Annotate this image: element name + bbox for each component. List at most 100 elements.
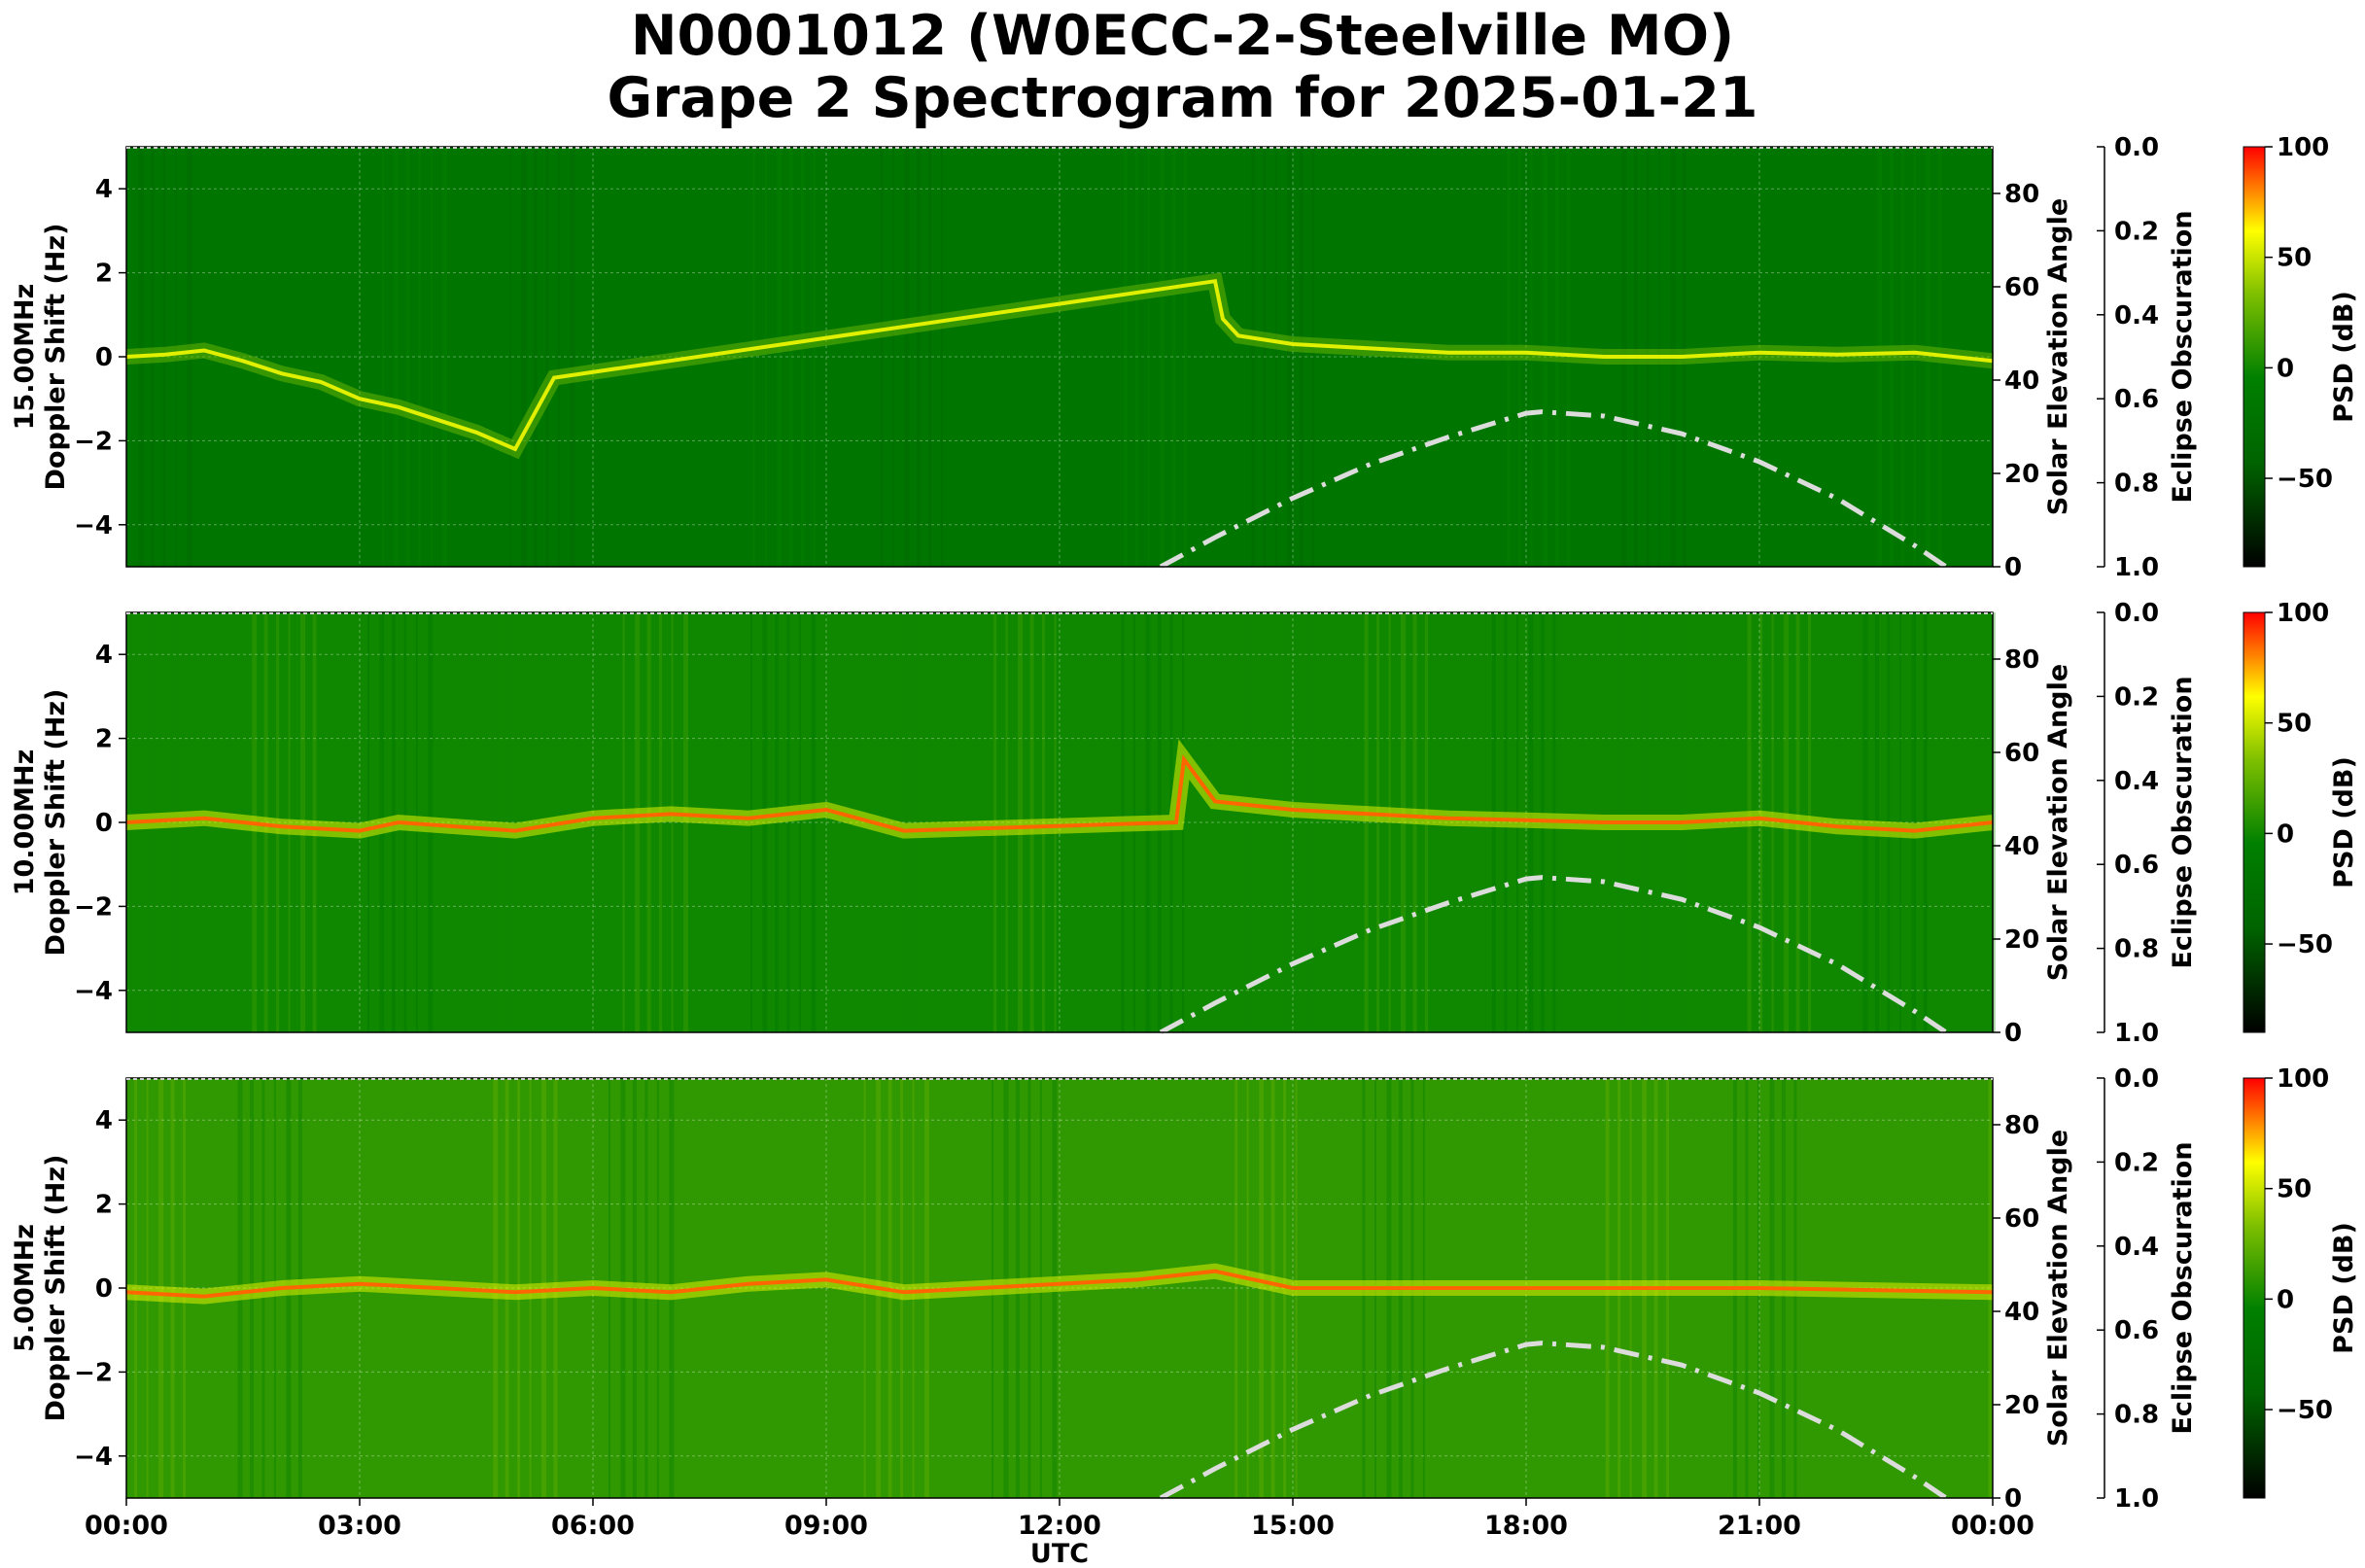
eclipse-tick-label: 0.4 [2114,301,2159,331]
colorbar-tick-label: −50 [2277,1396,2333,1425]
x-axis: 00:00 03:00 06:00 09:00 12:00 15:00 18:00 21:00… [85,1498,2035,1568]
colorbar-tick-label: 0 [2277,354,2294,383]
x-tick-label: 21:00 [1718,1511,1801,1541]
colorbar-tick-label: 100 [2277,1064,2329,1094]
y-tick-label: 2 [95,260,113,289]
eclipse-tick-label: 0.4 [2114,767,2159,796]
y-tick-label: 2 [95,725,113,754]
colorbar-tick-label: 100 [2277,133,2329,162]
x-tick-label: 18:00 [1484,1511,1568,1541]
colorbar-tick-label: 0 [2277,819,2294,849]
grid [126,147,1993,567]
eclipse-tick-label: 0.6 [2114,385,2159,414]
eclipse-tick-label: 0.2 [2114,217,2159,246]
y-tick-label: 0 [95,809,113,838]
solar-tick-label: 40 [2004,1298,2039,1327]
doppler-trace [125,1269,1994,1299]
panel-1: 420−2−415.00MHz Doppler Shift (Hz)0204060… [10,133,2359,582]
y-axis-label: Doppler Shift (Hz) [41,689,71,957]
colorbar-label: PSD (dB) [2329,291,2359,423]
colorbar [2243,611,2266,1033]
eclipse-tick-label: 0.4 [2114,1233,2159,1262]
solar-tick-label: 40 [2004,366,2039,396]
eclipse-tick-label: 0.6 [2114,1316,2159,1345]
y-tick-label: 4 [95,1106,113,1135]
eclipse-axis-label: Eclipse Obscuration [2168,210,2198,503]
panel-2: 420−2−410.00MHz Doppler Shift (Hz)0204060… [10,599,2359,1048]
solar-tick-label: 20 [2004,1391,2039,1420]
colorbar-tick-label: 50 [2277,710,2312,739]
solar-elevation-curve [1159,875,1948,1035]
solar-elevation-curve [1159,409,1948,570]
eclipse-tick-label: 1.0 [2114,553,2159,582]
y-tick-label: −4 [74,511,113,540]
eclipse-tick-label: 0.8 [2114,1401,2159,1430]
doppler-trace [125,278,1994,452]
y-tick-label: −2 [74,892,113,922]
eclipse-tick-label: 0.8 [2114,935,2159,964]
solar-tick-label: 0 [2004,1019,2022,1048]
eclipse-tick-label: 0.6 [2114,851,2159,880]
eclipse-tick-label: 1.0 [2114,1019,2159,1048]
y-tick-label: 0 [95,1274,113,1304]
solar-elevation-curve [1159,1341,1948,1501]
y-tick-label: 4 [95,175,113,204]
y-tick-label: −2 [74,427,113,456]
panel-frequency-label: 10.00MHz [10,749,40,896]
y-tick-label: 0 [95,343,113,372]
solar-tick-label: 80 [2004,1111,2039,1140]
solar-tick-label: 60 [2004,1204,2039,1234]
x-tick-label: 03:00 [318,1511,401,1541]
y-axis-label: Doppler Shift (Hz) [41,1155,71,1422]
colorbar [2243,146,2266,568]
y-tick-label: 4 [95,641,113,670]
x-tick-label: 12:00 [1018,1511,1101,1541]
y-tick-label: −2 [74,1358,113,1387]
eclipse-tick-label: 0.2 [2114,1148,2159,1177]
solar-tick-label: 0 [2004,553,2022,582]
solar-tick-label: 80 [2004,180,2039,209]
colorbar-tick-label: −50 [2277,465,2333,494]
solar-tick-label: 80 [2004,645,2039,675]
eclipse-tick-label: 0.0 [2114,1064,2159,1094]
panel-frequency-label: 5.00MHz [10,1224,40,1352]
x-tick-label: 06:00 [551,1511,635,1541]
panel-frequency-label: 15.00MHz [10,284,40,431]
solar-axis-label: Solar Elevation Angle [2043,1130,2073,1446]
x-tick-label: 15:00 [1251,1511,1335,1541]
y-axis-label: Doppler Shift (Hz) [41,224,71,491]
colorbar-label: PSD (dB) [2329,1222,2359,1354]
solar-tick-label: 60 [2004,273,2039,302]
colorbar-tick-label: 50 [2277,244,2312,273]
eclipse-axis-label: Eclipse Obscuration [2168,1141,2198,1434]
eclipse-axis-label: Eclipse Obscuration [2168,676,2198,968]
solar-tick-label: 0 [2004,1484,2022,1514]
solar-axis-label: Solar Elevation Angle [2043,664,2073,981]
solar-tick-label: 40 [2004,832,2039,861]
solar-axis-label: Solar Elevation Angle [2043,198,2073,515]
solar-tick-label: 60 [2004,739,2039,768]
solar-tick-label: 20 [2004,925,2039,955]
colorbar-label: PSD (dB) [2329,756,2359,889]
x-tick-label: 00:00 [85,1511,168,1541]
eclipse-tick-label: 1.0 [2114,1484,2159,1514]
x-axis-label: UTC [1030,1539,1089,1568]
y-tick-label: 2 [95,1191,113,1220]
eclipse-tick-label: 0.0 [2114,599,2159,628]
solar-tick-label: 20 [2004,460,2039,489]
eclipse-tick-label: 0.0 [2114,133,2159,162]
eclipse-tick-label: 0.2 [2114,682,2159,712]
colorbar [2243,1077,2266,1499]
x-tick-label: 00:00 [1951,1511,2035,1541]
x-tick-label: 09:00 [784,1511,868,1541]
y-tick-label: −4 [74,1443,113,1472]
doppler-trace [125,753,1994,833]
colorbar-tick-label: 100 [2277,599,2329,628]
colorbar-tick-label: 0 [2277,1285,2294,1314]
colorbar-tick-label: −50 [2277,930,2333,959]
y-tick-label: −4 [74,977,113,1006]
panel-3: 420−2−45.00MHz Doppler Shift (Hz)02040608… [10,1064,2359,1514]
chart-title-line1: N0001012 (W0ECC-2-Steelville MO) [630,4,1735,68]
